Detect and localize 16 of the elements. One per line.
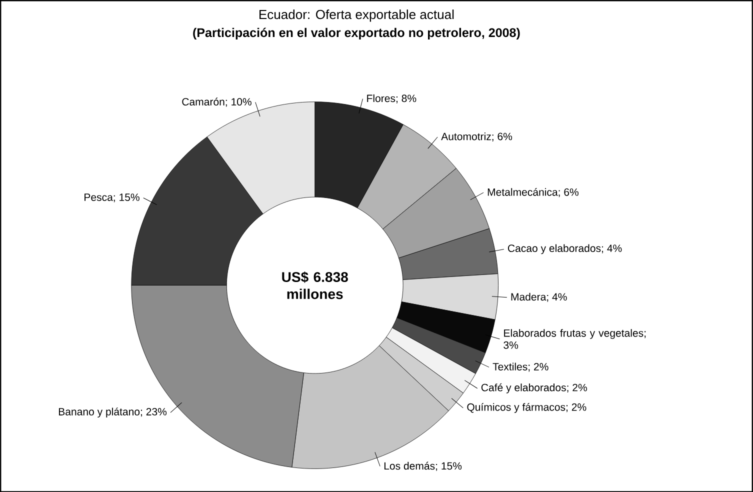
chart-subtitle: (Participación en el valor exportado no petrolero, 2008): [193, 28, 520, 40]
text: US$ 6.838 millones: [282, 271, 348, 299]
slice-label: Banano y plátano; 23%: [58, 407, 167, 418]
slice-label: Los demás; 15%: [384, 462, 462, 471]
slice-label: Madera; 4%: [511, 292, 567, 302]
slice-label: Café y elaborados; 2%: [481, 383, 587, 394]
slice-label: Automotriz; 6%: [441, 132, 512, 142]
slice-label: Camarón; 10%: [182, 98, 252, 107]
slice-label: Flores; 8%: [367, 94, 416, 104]
slice-label: Químicos y fármacos; 2%: [467, 402, 586, 413]
slice-label: Cacao y elaborados; 4%: [508, 244, 622, 254]
chart-title: Ecuador: Oferta exportable actual: [260, 9, 454, 22]
slice-label: Textiles; 2%: [492, 362, 548, 372]
slice-label: Metalmecánica; 6%: [488, 188, 578, 197]
slice-label: Pesca; 15%: [84, 193, 140, 202]
slice-label: Elaborados frutas y vegetales; 3%: [504, 328, 646, 349]
